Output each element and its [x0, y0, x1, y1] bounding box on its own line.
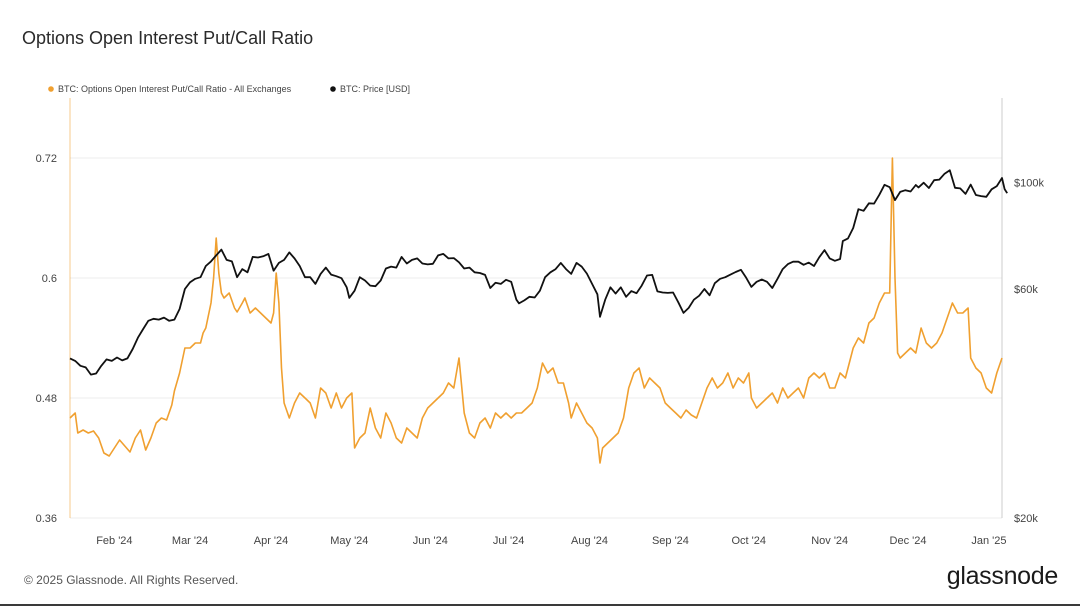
x-tick-label: Aug '24 [571, 535, 608, 547]
legend: BTC: Options Open Interest Put/Call Rati… [48, 84, 410, 94]
x-tick-label: Jun '24 [413, 535, 448, 547]
y-left-tick-label: 0.6 [42, 273, 57, 285]
bottom-divider [0, 604, 1080, 606]
x-tick-label: Jan '25 [971, 535, 1006, 547]
series-line-btc-price [69, 169, 1008, 376]
y-right-tick-label: $100k [1014, 178, 1044, 190]
x-tick-label: Oct '24 [732, 535, 767, 547]
x-tick-label: Dec '24 [890, 535, 927, 547]
gridlines [70, 157, 1002, 519]
y-right-tick-label: $20k [1014, 513, 1038, 525]
brand-logo: glassnode [946, 562, 1059, 590]
page-title: Options Open Interest Put/Call Ratio [22, 28, 314, 48]
y-left-tick-label: 0.72 [36, 153, 57, 165]
x-tick-label: Jul '24 [493, 535, 524, 547]
axes: 0.36 0.48 0.6 0.72 $20k $60k $100k Feb '24 Mar '… [36, 98, 1044, 547]
legend-marker [330, 86, 336, 92]
series-lines [69, 157, 1008, 464]
legend-item-put-call-ratio: BTC: Options Open Interest Put/Call Rati… [58, 84, 292, 94]
x-tick-label: May '24 [330, 535, 368, 547]
x-tick-label: Nov '24 [811, 535, 848, 547]
x-tick-label: Sep '24 [652, 535, 689, 547]
y-right-tick-label: $60k [1014, 284, 1038, 296]
x-tick-label: Feb '24 [96, 535, 132, 547]
put-call-ratio-chart: 0.36 0.48 0.6 0.72 $20k $60k $100k Feb '24 Mar '… [36, 84, 1045, 547]
x-tick-label: Apr '24 [254, 535, 289, 547]
copyright-notice: © 2025 Glassnode. All Rights Reserved. [24, 573, 239, 587]
series-line-put-call-ratio [69, 157, 1003, 464]
x-tick-label: Mar '24 [172, 535, 208, 547]
y-left-tick-label: 0.48 [36, 393, 57, 405]
legend-marker [48, 86, 54, 92]
legend-item-btc-price: BTC: Price [USD] [340, 84, 410, 94]
y-left-tick-label: 0.36 [36, 513, 57, 525]
